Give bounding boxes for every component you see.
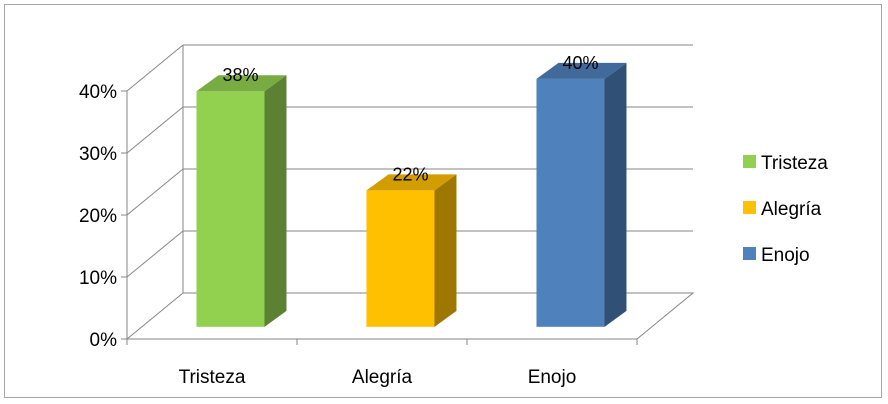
x-tick-label: Alegría (352, 367, 413, 388)
legend-label: Tristeza (761, 153, 828, 174)
legend-label: Alegría (761, 199, 822, 220)
side-gridline (126, 106, 184, 154)
bar-top-face (536, 62, 627, 79)
legend-swatch (743, 247, 756, 260)
side-gridline (126, 168, 184, 216)
data-label: 38% (222, 65, 258, 85)
bar-front-face (536, 78, 605, 327)
legend-label: Enojo (761, 245, 810, 266)
y-tick-label: 20% (79, 206, 117, 227)
y-tick-label: 10% (79, 268, 117, 289)
bar-tristeza (196, 75, 287, 327)
legend-swatch (743, 155, 756, 168)
bar-front-face (196, 91, 265, 327)
side-gridline (126, 44, 184, 92)
bar-top-face (196, 75, 287, 92)
bar-top-face (366, 174, 457, 191)
y-tick-label: 30% (79, 144, 117, 165)
bar-side-face (604, 62, 627, 327)
data-label: 40% (562, 53, 598, 73)
legend-swatch (743, 201, 756, 214)
bar-alegría (366, 174, 457, 327)
bar-side-face (264, 75, 287, 327)
bar-side-face (434, 174, 457, 327)
y-tick-label: 0% (90, 330, 118, 351)
labels: 38% Tristeza 22% Alegría 40% Enojo (179, 53, 599, 388)
legend: Tristeza Alegría Enojo (743, 153, 828, 266)
x-tick-label: Tristeza (179, 367, 246, 388)
y-tick-label: 40% (79, 82, 117, 103)
bar-front-face (366, 190, 435, 327)
axes: 0% 10% 20% 30% 40% (79, 82, 638, 351)
bar-enojo (536, 62, 627, 327)
side-gridline (126, 230, 184, 278)
data-label: 22% (392, 164, 428, 184)
bars (196, 62, 627, 327)
x-tick-label: Enojo (528, 367, 577, 388)
